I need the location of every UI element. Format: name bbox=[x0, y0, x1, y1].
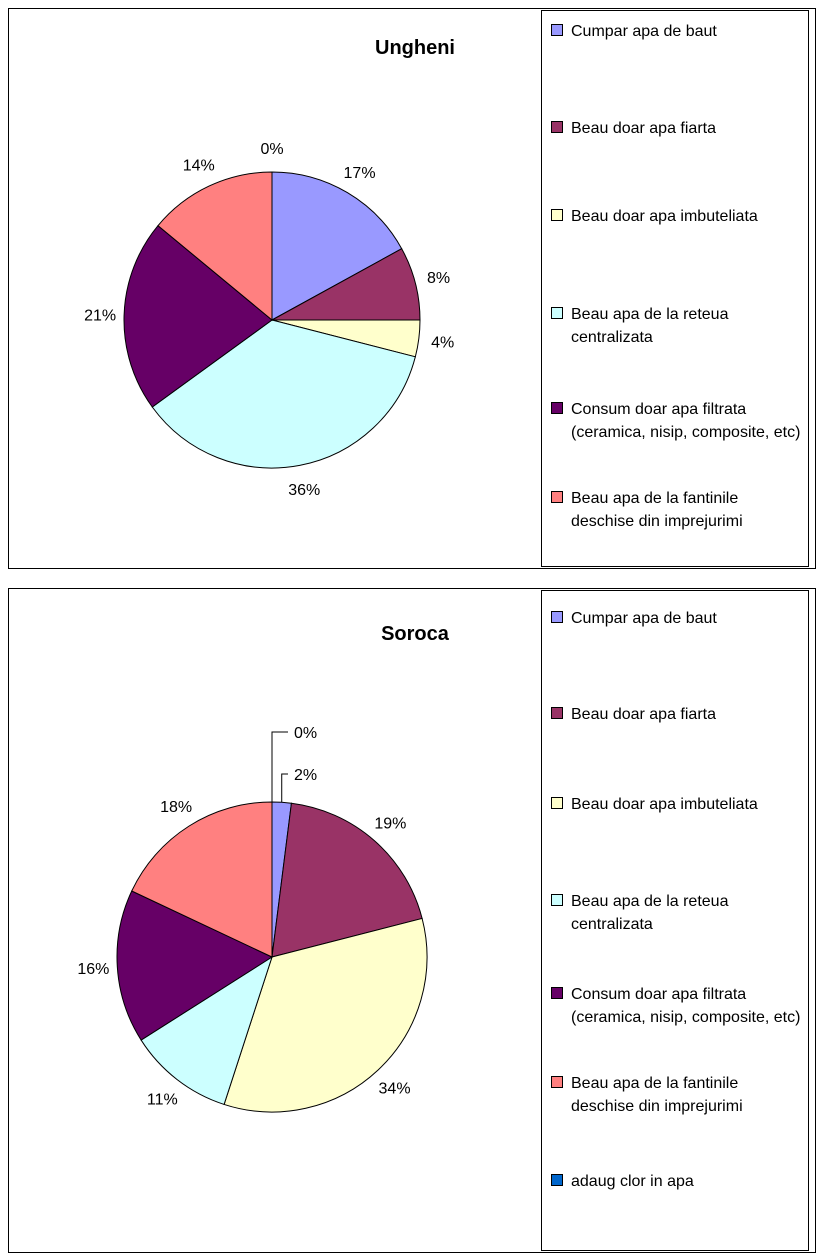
legend-swatch bbox=[551, 1174, 563, 1186]
chart-title: Ungheni bbox=[375, 37, 455, 59]
pie-slice bbox=[151, 319, 416, 469]
data-label: 36% bbox=[288, 482, 320, 499]
legend-swatch bbox=[551, 894, 563, 906]
legend-swatch bbox=[551, 1076, 563, 1088]
legend-swatch bbox=[551, 797, 563, 809]
data-label: 0% bbox=[260, 141, 283, 158]
legend-label: Beau apa de la fantinile deschise din imp… bbox=[571, 490, 743, 530]
legend-label: Beau apa de la reteua centralizata bbox=[571, 306, 729, 346]
data-label: 4% bbox=[431, 335, 454, 352]
data-label: 18% bbox=[160, 799, 192, 816]
legend-swatch bbox=[551, 987, 563, 999]
pie-slice bbox=[271, 802, 423, 958]
pie-slice bbox=[116, 890, 274, 1041]
chart-title: Soroca bbox=[381, 623, 450, 645]
legend-frame bbox=[541, 10, 809, 567]
leader-line bbox=[271, 731, 288, 802]
data-label: 0% bbox=[294, 725, 317, 742]
legend-label: adaug clor in apa bbox=[571, 1173, 694, 1190]
legend-label: Cumpar apa de baut bbox=[571, 610, 717, 627]
legend-swatch bbox=[551, 402, 563, 414]
legend-swatch bbox=[551, 307, 563, 319]
legend-swatch bbox=[551, 121, 563, 133]
pie-slice bbox=[271, 171, 403, 321]
legend-swatch bbox=[551, 707, 563, 719]
chart-frame bbox=[8, 588, 816, 1253]
pie-slice bbox=[157, 171, 273, 322]
leader-line bbox=[281, 773, 288, 803]
data-label: 14% bbox=[183, 157, 215, 174]
pie-slice bbox=[223, 917, 428, 1113]
legend-label: Beau apa de la reteua centralizata bbox=[571, 893, 729, 933]
data-label: 17% bbox=[344, 165, 376, 182]
data-label: 8% bbox=[427, 270, 450, 287]
legend-label: Beau doar apa fiarta bbox=[571, 120, 716, 137]
legend-label: Consum doar apa filtrata (ceramica, nisip… bbox=[571, 401, 800, 441]
data-label: 16% bbox=[77, 961, 109, 978]
data-label: 19% bbox=[374, 816, 406, 833]
legend-swatch bbox=[551, 611, 563, 623]
legend-swatch bbox=[551, 209, 563, 221]
legend-label: Beau doar apa imbuteliata bbox=[571, 796, 758, 813]
data-label: 21% bbox=[84, 308, 116, 325]
data-label: 11% bbox=[147, 1091, 178, 1108]
data-label: 34% bbox=[379, 1080, 411, 1097]
chart-frame bbox=[8, 8, 816, 569]
pie-slice bbox=[131, 801, 273, 958]
pie-slice bbox=[140, 955, 273, 1106]
legend-label: Beau doar apa fiarta bbox=[571, 706, 716, 723]
legend-swatch bbox=[551, 491, 563, 503]
legend-swatch bbox=[551, 24, 563, 36]
legend-label: Cumpar apa de baut bbox=[571, 23, 717, 40]
legend-label: Beau doar apa imbuteliata bbox=[571, 208, 758, 225]
legend-frame bbox=[541, 590, 809, 1251]
data-label: 2% bbox=[294, 767, 317, 784]
legend-label: Beau apa de la fantinile deschise din imp… bbox=[571, 1075, 743, 1115]
legend-label: Consum doar apa filtrata (ceramica, nisip… bbox=[571, 986, 800, 1026]
pie-slice bbox=[123, 224, 273, 408]
